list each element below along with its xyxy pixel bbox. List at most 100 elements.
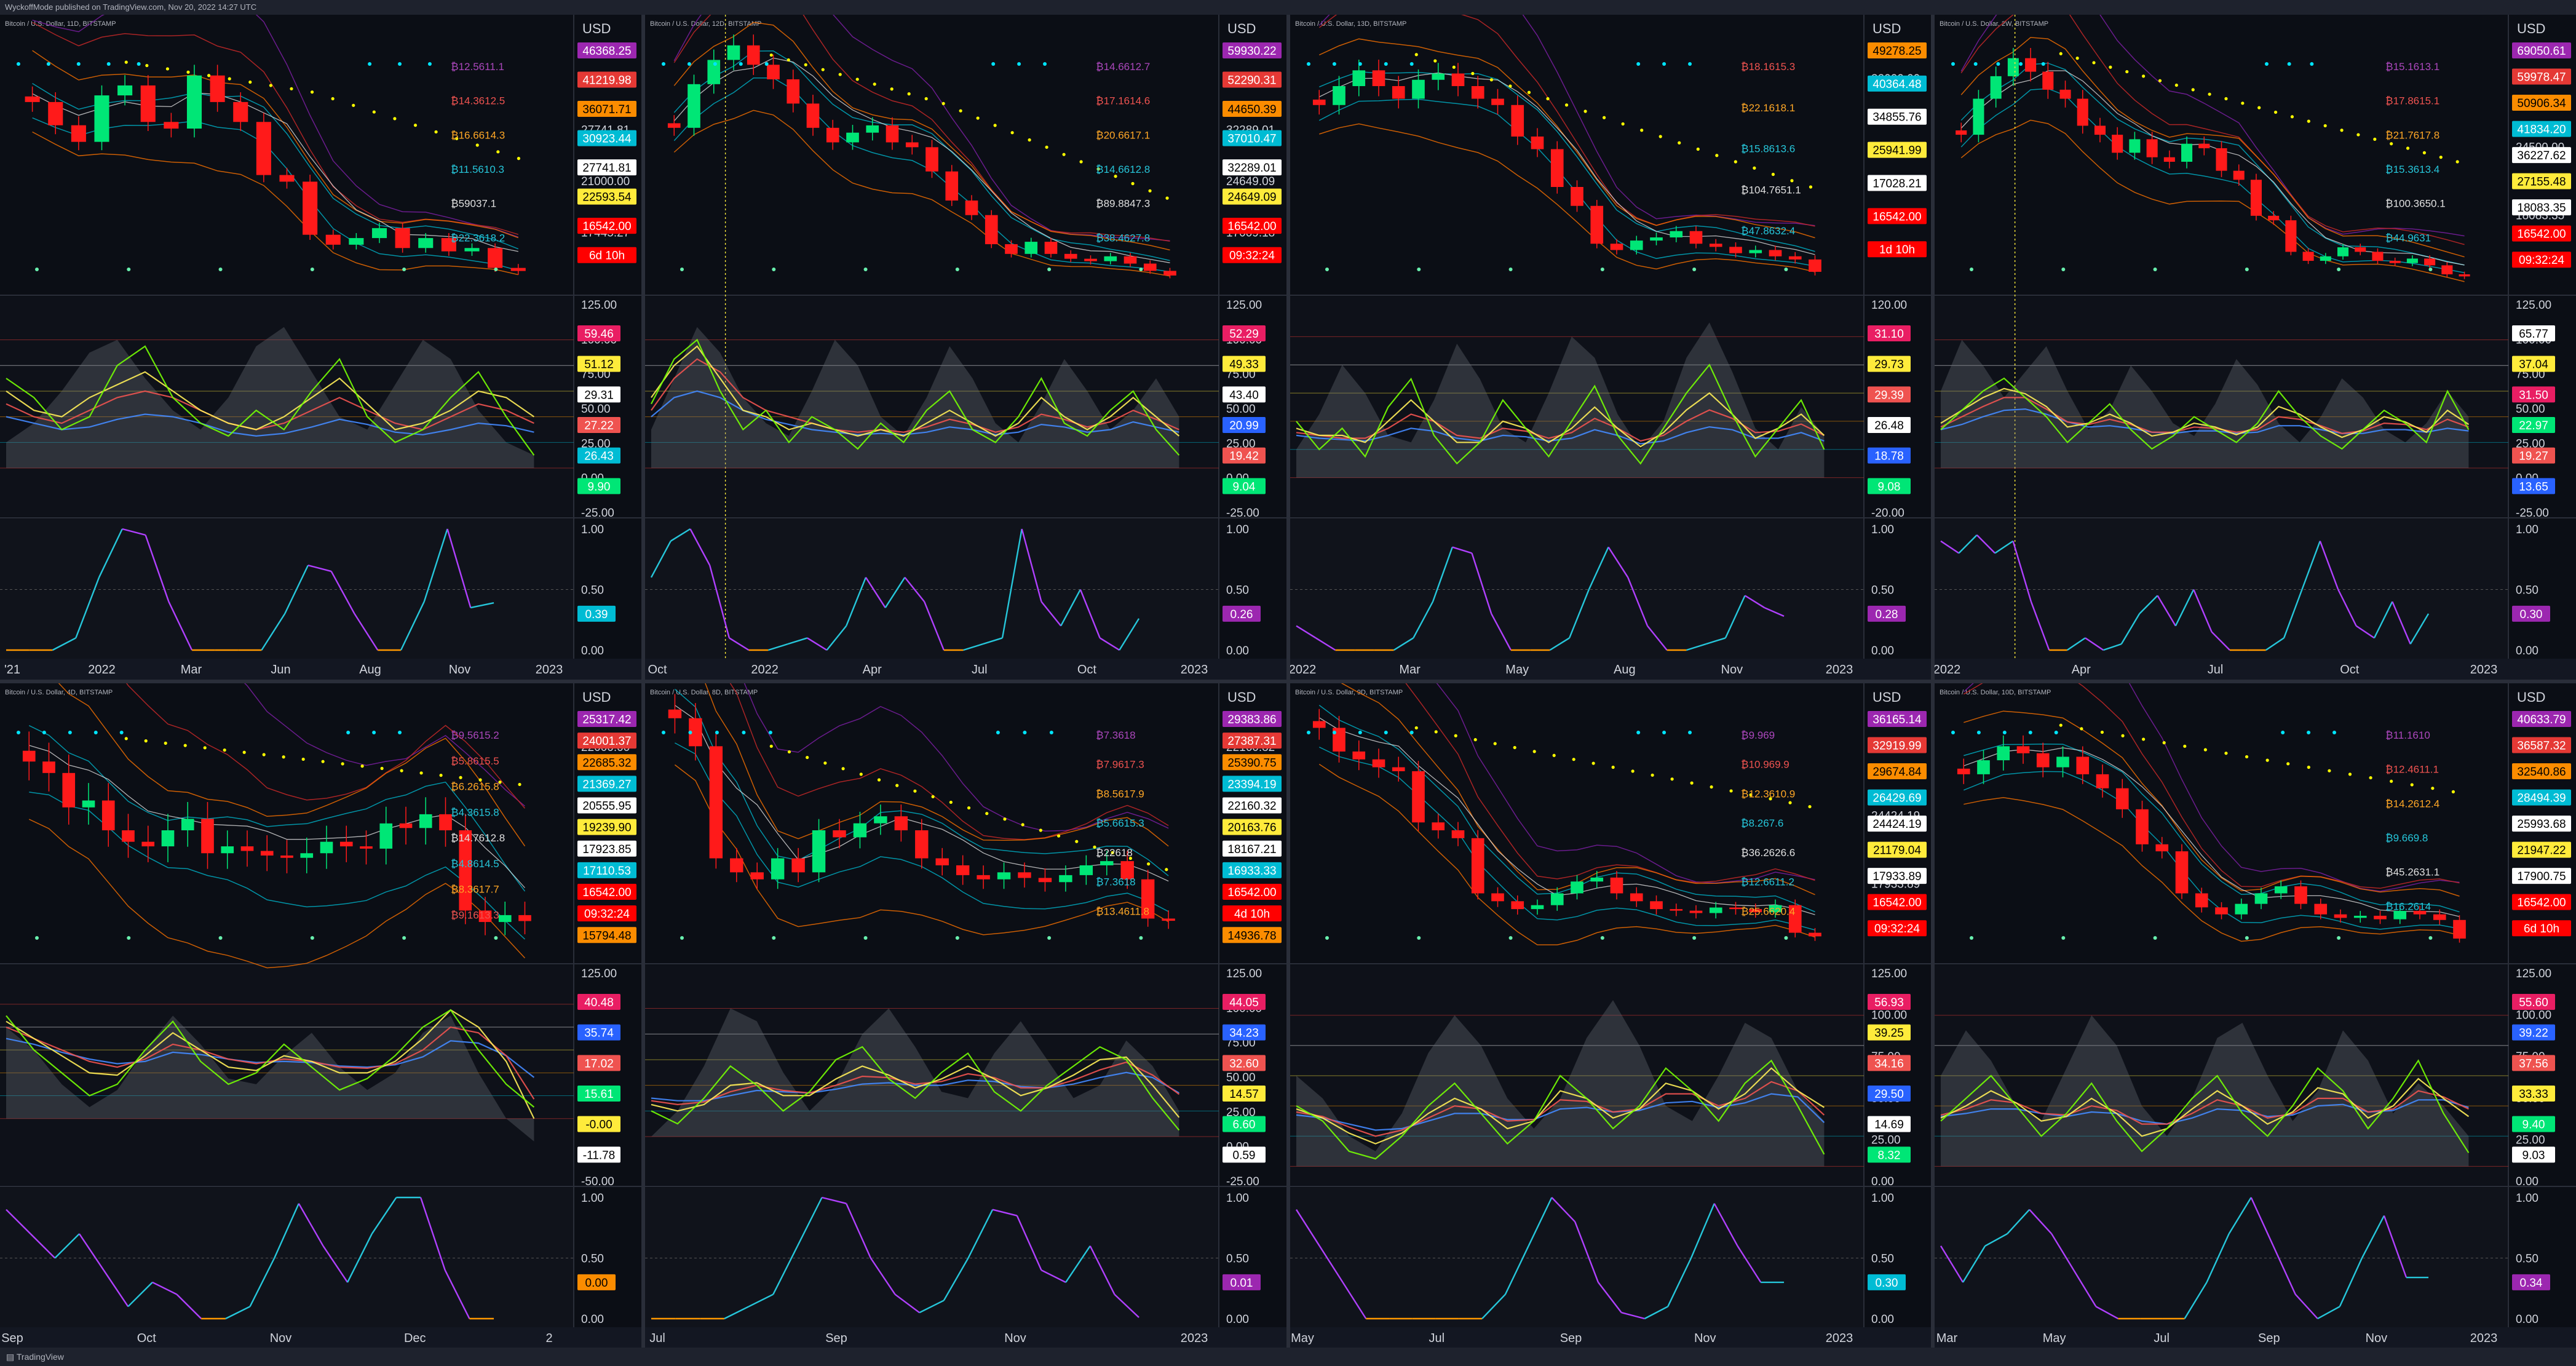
stoch-segment [225, 1305, 251, 1319]
price-label-tag: 36587.32 [2518, 739, 2566, 752]
envelope-band [1960, 15, 2465, 245]
chart-svg-8[interactable]: Bitcoin / U.S. Dollar, 10D, BITSTAMP USD ₿… [1935, 683, 2576, 1348]
chart-svg-6[interactable]: Bitcoin / U.S. Dollar, 8D, BITSTAMP USD ₿7… [644, 683, 1286, 1348]
stoch-tick: 0.00 [2516, 1313, 2538, 1326]
time-tick: Apr [862, 663, 881, 677]
stoch-segment [1737, 1245, 1761, 1283]
chart-svg-1[interactable]: Bitcoin / U.S. Dollar, 11D, BITSTAMP USD ₿… [0, 15, 641, 680]
signal-dot-bottom [310, 935, 314, 940]
chart-panel-4[interactable]: Bitcoin / U.S. Dollar, 2W, BITSTAMP USD ₿1… [1935, 15, 2576, 680]
candle [688, 718, 702, 746]
trailing-dot [1748, 793, 1753, 796]
price-label-tag-bg [1867, 108, 1927, 125]
stoch-label-tag-bg [1867, 605, 1906, 622]
trailing-dot [1602, 116, 1606, 119]
time-tick: Jul [649, 1332, 665, 1345]
time-tick: Jul [2208, 663, 2224, 677]
stoch-segment [1549, 637, 1570, 651]
time-tick: Oct [137, 1332, 157, 1345]
chart-svg-3[interactable]: Bitcoin / U.S. Dollar, 13D, BITSTAMP USD ₿… [1290, 15, 1932, 680]
candle [2164, 157, 2176, 162]
price-label-tag-bg [1867, 894, 1927, 910]
osc-label-tag: 39.22 [2519, 1026, 2548, 1039]
trailing-dot [1639, 129, 1643, 132]
time-tick: 2023 [536, 663, 563, 677]
trailing-dot [2241, 101, 2245, 105]
chart-panel-7[interactable]: Bitcoin / U.S. Dollar, 9D, BITSTAMP USD ₿9… [1290, 683, 1932, 1348]
candle [747, 45, 760, 65]
trailing-dot [478, 777, 482, 782]
stoch-segment [1412, 601, 1433, 638]
price-label-tag-bg [1222, 42, 1282, 58]
time-tick: 2022 [88, 663, 116, 677]
signal-dot-top [2029, 730, 2033, 734]
chart-panel-1[interactable]: Bitcoin / U.S. Dollar, 11D, BITSTAMP USD ₿… [0, 15, 641, 680]
chart-svg-4[interactable]: Bitcoin / U.S. Dollar, 2W, BITSTAMP USD ₿1… [1935, 15, 2576, 680]
stoch-segment [894, 1293, 920, 1313]
chart-svg-5[interactable]: Bitcoin / U.S. Dollar, 4D, BITSTAMP USD ₿9… [0, 683, 641, 1348]
trailing-dot [1433, 59, 1437, 63]
stoch-segment [962, 643, 983, 651]
stoch-tick: 1.00 [581, 523, 604, 536]
signal-dot-top [1042, 62, 1047, 66]
trailing-dot [248, 80, 252, 84]
published-header: WyckoffMode published on TradingView.com… [0, 0, 2576, 15]
chart-svg-2[interactable]: Bitcoin / U.S. Dollar, 12D, BITSTAMP USD ₿… [644, 15, 1286, 680]
signal-dot-top [991, 62, 995, 66]
price-label-tag: 25941.99 [1873, 145, 1921, 157]
price-label-tag: 41834.20 [2518, 124, 2566, 137]
stoch-segment [1646, 625, 1668, 651]
stoch-segment [1114, 1293, 1139, 1318]
stoch-segment [2184, 1281, 2208, 1319]
trailing-dot [1564, 103, 1568, 107]
time-tick: Nov [1004, 1332, 1026, 1345]
candle [1630, 240, 1643, 250]
chart-panel-2[interactable]: Bitcoin / U.S. Dollar, 12D, BITSTAMP USD ₿… [644, 15, 1286, 680]
osc-tick: 125.00 [2516, 967, 2551, 980]
candle [62, 772, 76, 808]
osc-line-red [1296, 1081, 1825, 1137]
time-axis-bg [1935, 659, 2576, 680]
price-label-tag: 21947.22 [2518, 844, 2566, 857]
stoch-pane-bg [1935, 1187, 2509, 1327]
price-label-tag: 34855.76 [1873, 111, 1921, 124]
signal-dot-top [661, 730, 665, 734]
trailing-dot [1434, 729, 1438, 733]
osc-label-tag: 22.97 [2519, 419, 2548, 432]
price-label-tag: 32289.01 [1227, 162, 1276, 175]
envelope-band [1964, 743, 2460, 912]
candle [1372, 759, 1385, 767]
price-label-tag: 29674.84 [1873, 766, 1922, 779]
chart-panel-8[interactable]: Bitcoin / U.S. Dollar, 10D, BITSTAMP USD ₿… [1935, 683, 2576, 1348]
signal-dot-bottom [1692, 935, 1696, 940]
osc-label-tag: 9.40 [2522, 1118, 2545, 1131]
envelope-band [1960, 62, 2465, 266]
osc-tick: 125.00 [1226, 967, 1262, 980]
chart-panel-3[interactable]: Bitcoin / U.S. Dollar, 13D, BITSTAMP USD ₿… [1290, 15, 1932, 680]
candle [1649, 237, 1663, 241]
candle [667, 123, 681, 128]
stoch-segment [6, 1209, 31, 1234]
chart-panel-6[interactable]: Bitcoin / U.S. Dollar, 8D, BITSTAMP USD ₿7… [644, 683, 1286, 1348]
candle [1510, 105, 1524, 137]
price-label-tag: 14936.78 [1227, 929, 1276, 942]
stoch-label-tag: 0.26 [1230, 608, 1253, 621]
stoch-segment [1528, 1196, 1552, 1246]
signal-dot-bottom [1970, 935, 1974, 940]
candle [2146, 139, 2158, 157]
osc-line-yellow [1296, 1066, 1825, 1145]
trailing-dot [1148, 189, 1152, 193]
candle [1769, 250, 1781, 256]
candle [1451, 73, 1464, 86]
chart-panel-5[interactable]: Bitcoin / U.S. Dollar, 4D, BITSTAMP USD ₿9… [0, 683, 641, 1348]
signal-dot-top [713, 62, 717, 66]
trailing-dot [1128, 856, 1132, 860]
chart-svg-7[interactable]: Bitcoin / U.S. Dollar, 9D, BITSTAMP USD ₿9… [1290, 683, 1932, 1348]
trailing-dot [1552, 753, 1556, 757]
signal-dot-top [996, 730, 1000, 734]
price-label-tag: 36227.62 [2518, 149, 2566, 162]
price-label-tag: 18083.35 [2518, 202, 2566, 215]
price-label-tag-bg [2512, 121, 2572, 137]
price-label-tag: 1d 10h [1879, 244, 1914, 256]
time-tick: '21 [4, 663, 20, 677]
